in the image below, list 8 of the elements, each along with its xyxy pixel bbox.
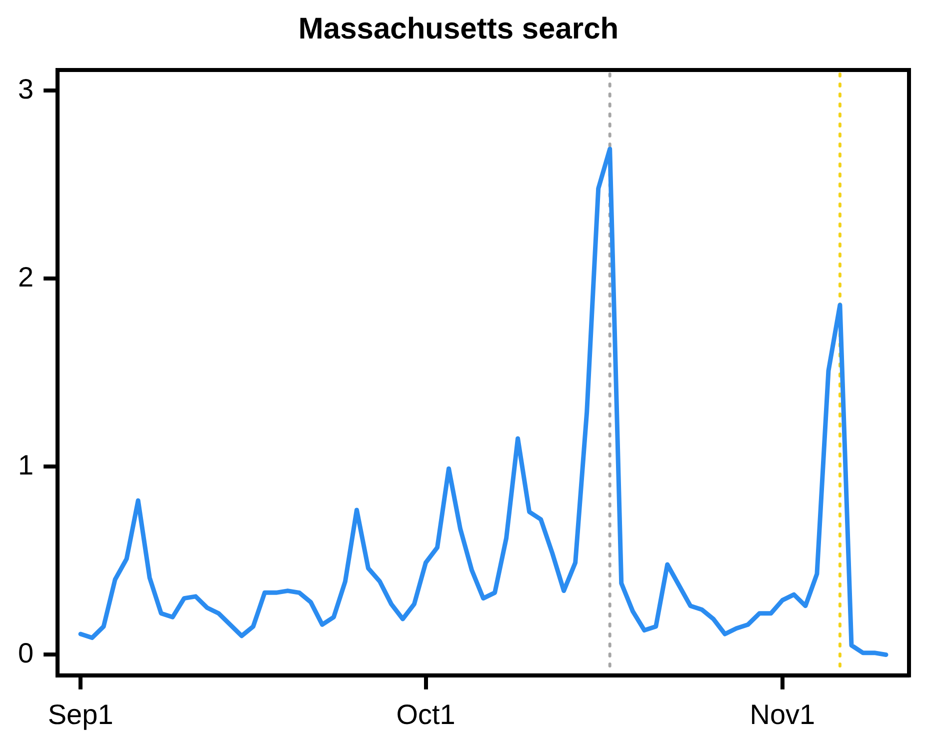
y-tick-label: 1	[18, 449, 34, 480]
chart-title: Massachusetts search	[298, 12, 619, 46]
y-tick-label: 0	[18, 637, 34, 668]
x-tick-label: Nov1	[750, 698, 816, 730]
y-tick-label: 2	[18, 261, 34, 292]
y-tick-label: 3	[18, 73, 34, 104]
x-tick-label: Sep1	[48, 698, 114, 730]
x-tick-label: Oct1	[396, 698, 456, 730]
